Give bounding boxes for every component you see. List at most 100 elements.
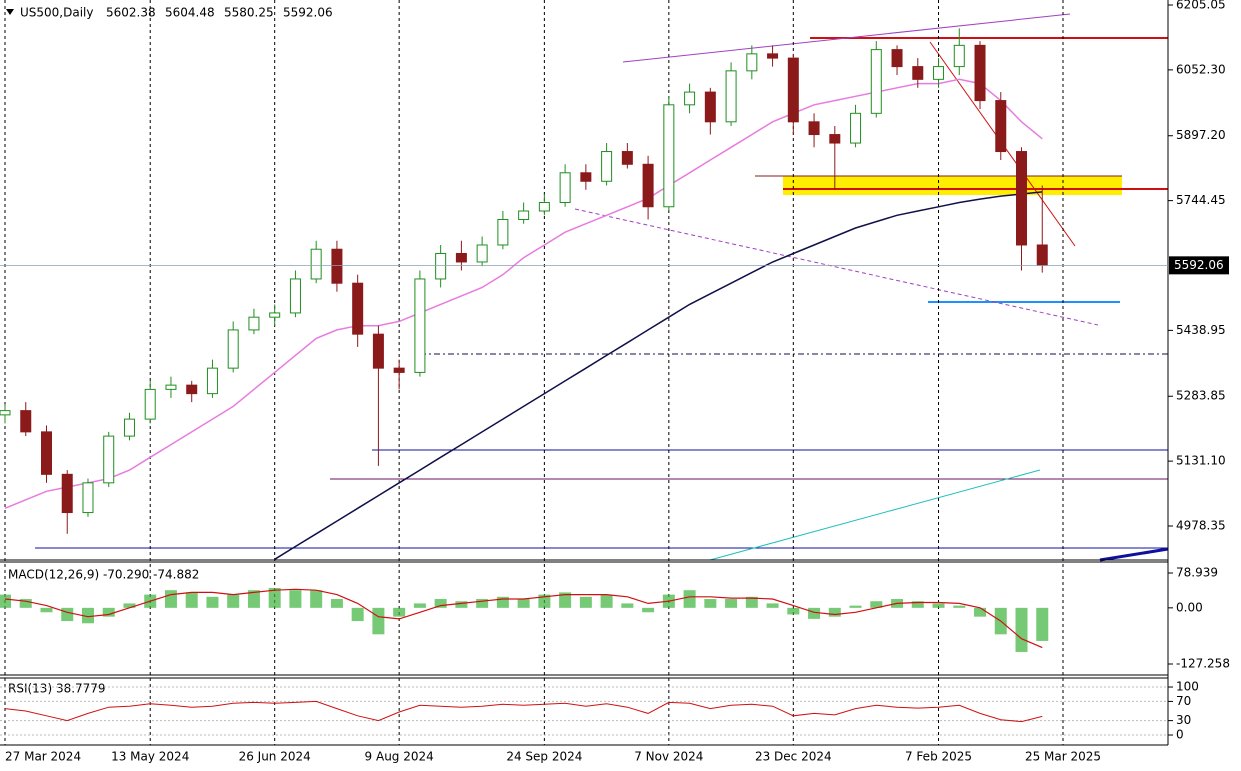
macd-bar — [434, 599, 447, 608]
candle-body — [248, 316, 260, 331]
candle-body — [82, 482, 94, 514]
zone — [783, 176, 1122, 195]
candle-body — [0, 410, 11, 416]
macd-bar — [932, 603, 945, 608]
candle-body — [518, 210, 530, 220]
y-tick-label: 5131.10 — [1176, 454, 1226, 468]
macd-bar — [496, 596, 509, 608]
macd-bar — [476, 599, 489, 608]
macd-bar — [61, 607, 74, 622]
candle-body — [808, 121, 820, 136]
trend-line — [709, 469, 1041, 561]
moving-average — [274, 191, 1043, 560]
candle-body — [352, 282, 364, 335]
candle-body — [787, 57, 799, 123]
macd-bar — [351, 607, 364, 622]
macd-bar — [579, 596, 592, 608]
candle-body — [186, 384, 198, 395]
candle-body — [165, 384, 177, 390]
candle-body — [331, 248, 343, 284]
macd-bar — [621, 603, 634, 608]
candle-body — [227, 329, 239, 369]
macd-bar — [247, 590, 260, 608]
macd-bar — [911, 601, 924, 608]
rsi-title: RSI(13) 38.7779 — [8, 682, 106, 696]
candle-body — [870, 49, 882, 114]
candle-body — [476, 244, 488, 263]
candle-body — [1016, 151, 1028, 246]
macd-bar — [227, 594, 240, 608]
macd-bar — [808, 607, 821, 619]
candle-body — [20, 410, 32, 433]
y-tick-label: 0 — [1176, 728, 1184, 742]
chart-title: US500,Daily — [20, 6, 93, 20]
candle-body — [435, 252, 447, 280]
macd-bar — [828, 607, 841, 617]
y-tick-label: 5283.85 — [1176, 389, 1226, 403]
macd-bar — [164, 590, 177, 608]
candle-body — [393, 367, 405, 373]
annotations — [35, 13, 1169, 562]
x-tick-label: 7 Feb 2025 — [905, 750, 972, 764]
macd-bar — [538, 594, 551, 608]
candle-body — [767, 53, 779, 59]
candle-body — [621, 151, 633, 165]
macd-bar — [974, 607, 987, 617]
macd-bar — [559, 592, 572, 608]
moving-average — [4, 78, 1043, 509]
macd-bar — [19, 599, 32, 608]
candle-body — [829, 134, 841, 144]
candle-body — [497, 218, 509, 246]
y-tick-label: -127.258 — [1176, 656, 1230, 670]
menu-arrow[interactable] — [6, 9, 14, 15]
macd-bar — [683, 590, 696, 608]
macd-bar — [413, 603, 426, 608]
y-tick-label: 5438.95 — [1176, 323, 1226, 337]
y-tick-label: 6052.30 — [1176, 62, 1226, 76]
candle-body — [40, 431, 52, 475]
candle-body — [850, 112, 862, 144]
y-tick-label: 4978.35 — [1176, 519, 1226, 533]
macd-bar — [455, 601, 468, 608]
ohlc-value: 5602.38 — [106, 6, 156, 20]
candle-body — [538, 202, 550, 212]
x-tick-label: 9 Aug 2024 — [365, 750, 434, 764]
candle-body — [746, 53, 758, 72]
candle-body — [974, 44, 986, 102]
candle-body — [61, 473, 73, 514]
macd-bar — [289, 590, 302, 608]
candle-body — [1036, 244, 1048, 266]
macd-bar — [704, 599, 717, 608]
candle-body — [269, 312, 281, 318]
macd-bar — [725, 599, 738, 608]
macd-bar — [206, 596, 219, 608]
y-tick-label: 6205.05 — [1176, 0, 1226, 11]
macd-bar — [745, 596, 758, 608]
candle-body — [663, 104, 675, 208]
candle-body — [103, 435, 115, 484]
macd-bar — [1036, 607, 1049, 641]
macd-bar — [642, 607, 655, 613]
y-tick-label: 0.00 — [1176, 600, 1203, 614]
macd-bar — [849, 605, 862, 608]
ohlc-value: 5604.48 — [165, 6, 215, 20]
macd-bar — [330, 599, 343, 608]
trend-line — [574, 208, 1099, 326]
x-tick-label: 25 Mar 2025 — [1025, 750, 1101, 764]
macd-bar — [268, 587, 281, 608]
y-tick-label: 70 — [1176, 694, 1191, 708]
candle-body — [289, 278, 301, 314]
trend-line — [1099, 547, 1169, 562]
macd-bar — [81, 607, 94, 624]
macd-bar — [393, 607, 406, 617]
macd-bar — [102, 607, 115, 617]
x-tick-label: 7 Nov 2024 — [634, 750, 703, 764]
macd-bar — [766, 603, 779, 608]
candle-body — [559, 172, 571, 204]
candle-body — [455, 252, 467, 263]
y-tick-label: 5897.20 — [1176, 128, 1226, 142]
candle-body — [123, 418, 135, 437]
candle-body — [144, 388, 156, 420]
trend-line — [622, 13, 1071, 63]
